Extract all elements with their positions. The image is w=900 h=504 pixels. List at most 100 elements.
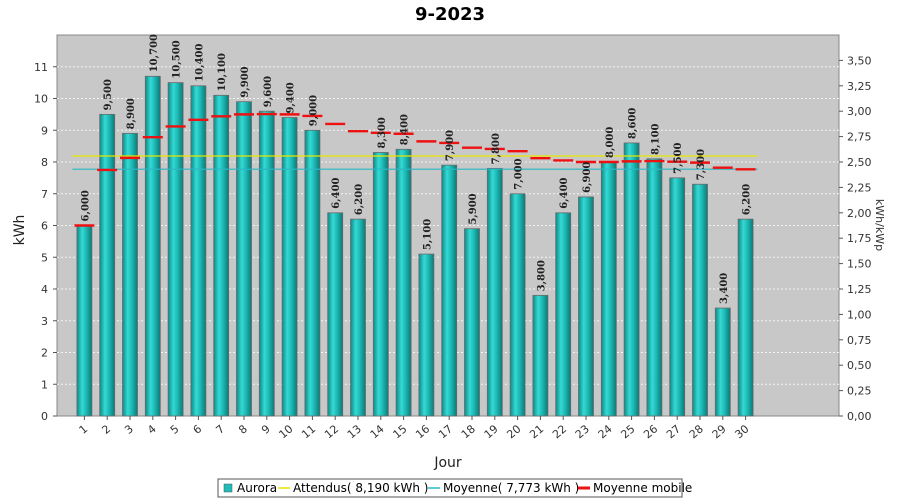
y2-tick-label: 2,00	[847, 207, 872, 220]
y-tick-label: 8	[41, 156, 48, 169]
bar	[122, 133, 138, 417]
legend-swatch	[223, 483, 233, 493]
chart-title: 9-2023	[415, 4, 485, 25]
data-label: 8,000	[605, 127, 616, 158]
y2-tick-label: 1,75	[847, 232, 872, 245]
data-label: 9,000	[308, 95, 319, 126]
y2-tick-label: 3,00	[847, 105, 872, 118]
x-tick-label: 1	[77, 422, 91, 436]
y-tick-label: 6	[41, 220, 48, 233]
data-label: 5,100	[422, 219, 433, 250]
x-tick-label: 5	[168, 422, 182, 436]
y2-tick-label: 1,50	[847, 258, 872, 271]
data-label: 9,500	[103, 79, 114, 110]
bar	[692, 183, 708, 417]
x-tick-label: 17	[436, 422, 455, 441]
y2-tick-label: 2,50	[847, 156, 872, 169]
data-label: 6,900	[582, 162, 593, 193]
data-label: 7,900	[445, 130, 456, 161]
bar	[578, 196, 594, 417]
y2-tick-label: 0,50	[847, 359, 872, 372]
x-tick-label: 29	[710, 422, 729, 441]
data-label: 6,400	[331, 177, 342, 208]
y-tick-label: 10	[34, 93, 48, 106]
bar	[281, 117, 298, 417]
x-tick-label: 3	[122, 422, 136, 436]
data-label: 6,000	[80, 190, 91, 221]
y2-tick-label: 3,25	[847, 80, 872, 93]
bar	[441, 164, 458, 417]
data-labels-group: 6,000 9,500 8,900 10,700 10,500 10,400 10,100 9…	[80, 34, 752, 304]
x-tick-label: 28	[687, 422, 706, 441]
data-label: 8,400	[400, 114, 411, 145]
x-tick-label: 14	[368, 422, 387, 441]
bar	[532, 294, 549, 417]
bar	[737, 218, 754, 417]
data-label: 6,200	[354, 184, 365, 215]
y2-tick-label: 1,00	[847, 308, 872, 321]
x-tick-label: 7	[213, 422, 227, 436]
reference-lines-group	[72, 112, 758, 227]
bar	[646, 158, 663, 417]
y2-tick-label: 0,75	[847, 334, 872, 347]
x-tick-label: 22	[550, 422, 569, 441]
data-label: 9,900	[240, 66, 251, 97]
legend-label: Attendus( 8,190 kWh )	[293, 481, 428, 495]
y-axis-title: kWh	[12, 215, 28, 246]
data-label: 8,100	[650, 123, 661, 154]
x-tick-label: 19	[482, 422, 501, 441]
bar	[190, 85, 207, 417]
y-tick-label: 9	[41, 124, 48, 137]
x-tick-label: 9	[259, 422, 273, 436]
right-axis-title: kWh/kWp	[873, 199, 886, 251]
data-label: 10,100	[217, 53, 228, 91]
x-tick-label: 6	[191, 422, 205, 436]
x-tick-label: 24	[596, 422, 615, 441]
bar	[555, 212, 572, 417]
data-label: 7,000	[514, 158, 525, 189]
data-label: 10,500	[172, 40, 183, 78]
x-tick-label: 10	[276, 422, 295, 441]
legend: Aurora Attendus( 8,190 kWh ) Moyenne( 7,77…	[217, 478, 692, 498]
bar	[464, 228, 480, 417]
data-label: 8,900	[126, 98, 137, 129]
y2-tick-label: 0,25	[847, 385, 872, 398]
x-axis-title: Jour	[433, 455, 462, 471]
y2-tick-label: 3,50	[847, 54, 872, 67]
bar	[623, 142, 640, 417]
y-tick-label: 1	[41, 378, 48, 391]
data-label: 6,200	[742, 184, 753, 215]
data-label: 6,400	[559, 177, 570, 208]
data-label: 8,300	[377, 117, 388, 148]
y2-tick-label: 2,25	[847, 181, 872, 194]
bar	[395, 148, 412, 417]
x-tick-label: 30	[732, 422, 751, 441]
data-label: 10,700	[149, 34, 160, 72]
x-tick-label: 26	[641, 422, 660, 441]
y2-tick-label: 1,25	[847, 283, 872, 296]
y-tick-label: 11	[34, 61, 48, 74]
data-label: 5,900	[468, 193, 479, 224]
bar	[509, 193, 526, 417]
x-tick-label: 18	[459, 422, 478, 441]
bar	[304, 129, 321, 417]
x-tick-label: 20	[504, 422, 523, 441]
data-label: 7,500	[673, 143, 684, 174]
y-tick-label: 3	[41, 315, 48, 328]
bars-group	[76, 75, 754, 417]
x-tick-label: 13	[345, 422, 364, 441]
legend-box	[217, 478, 683, 498]
axes-group: 012345678910110,000,250,500,751,001,251,…	[34, 54, 872, 441]
bar	[236, 101, 252, 417]
data-label: 3,400	[719, 273, 730, 304]
y2-tick-label: 2,75	[847, 131, 872, 144]
bar	[167, 82, 184, 417]
x-tick-label: 16	[413, 422, 432, 441]
x-tick-label: 8	[236, 422, 250, 436]
legend-label: Moyenne( 7,773 kWh )	[443, 481, 579, 495]
bar	[714, 307, 731, 417]
bar	[372, 152, 389, 417]
y-tick-label: 5	[41, 251, 48, 264]
